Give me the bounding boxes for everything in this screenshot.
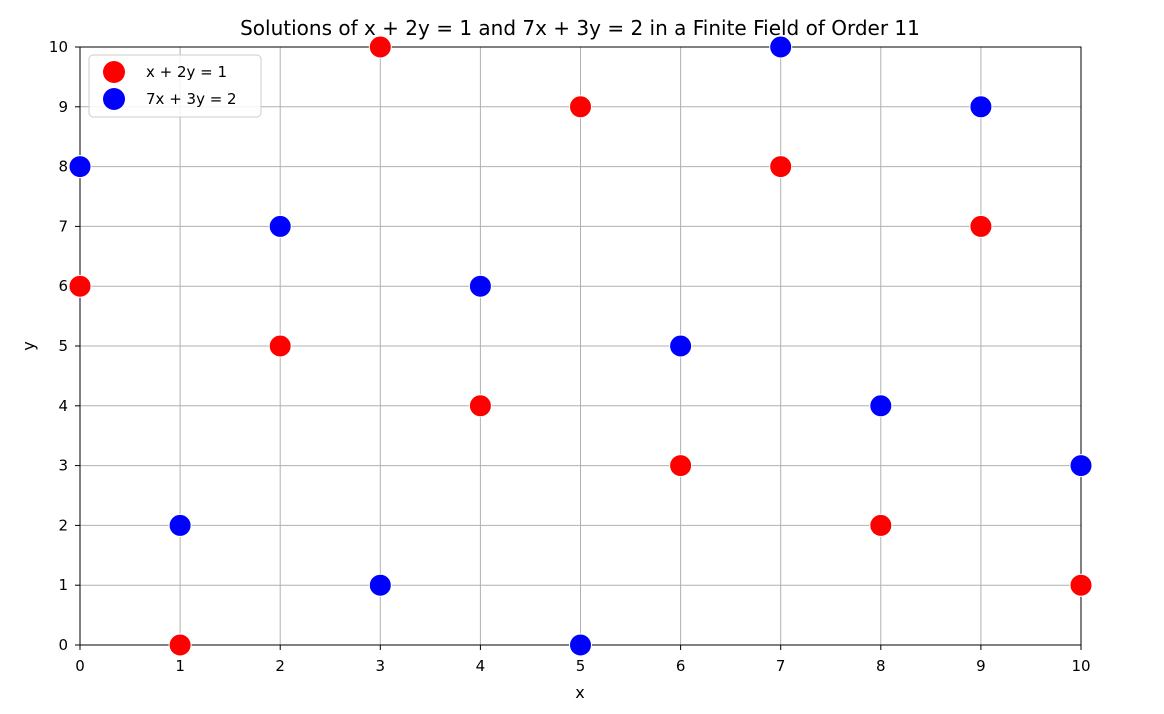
y-tick-label: 10 — [49, 38, 68, 56]
y-tick-label: 0 — [58, 636, 68, 654]
y-tick-label: 4 — [58, 397, 68, 415]
data-point-blue — [569, 633, 592, 657]
y-tick-label: 2 — [58, 516, 68, 534]
grid — [79, 46, 1082, 646]
y-tick-label: 7 — [58, 217, 68, 235]
x-tick-label: 0 — [75, 657, 85, 675]
data-point-blue — [68, 155, 92, 179]
data-point-blue — [869, 394, 893, 418]
data-point-blue — [168, 513, 192, 537]
data-points — [68, 35, 1093, 657]
data-point-red — [769, 155, 793, 179]
y-tick-label: 9 — [58, 98, 68, 116]
legend-marker-red — [103, 61, 125, 83]
y-tick-label: 8 — [58, 158, 68, 176]
x-tick-label: 4 — [476, 657, 486, 675]
data-point-red — [669, 454, 693, 478]
data-point-blue — [1069, 454, 1093, 478]
data-point-red — [68, 274, 92, 298]
x-tick-label: 1 — [175, 657, 185, 675]
x-tick-label: 2 — [275, 657, 285, 675]
x-axis-label: x — [575, 683, 584, 702]
legend-label-blue: 7x + 3y = 2 — [146, 90, 237, 108]
legend-box — [88, 54, 262, 118]
y-tick-label: 5 — [58, 337, 68, 355]
legend: x + 2y = 1 7x + 3y = 2 — [88, 54, 262, 118]
y-axis-label: y — [19, 341, 38, 350]
data-point-red — [368, 35, 392, 59]
data-point-blue — [368, 573, 392, 597]
legend-marker-blue — [103, 88, 125, 110]
data-point-red — [869, 513, 893, 537]
data-point-red — [969, 214, 993, 238]
data-point-blue — [669, 334, 693, 358]
data-point-red — [468, 394, 492, 418]
y-tick-label: 1 — [58, 576, 68, 594]
data-point-blue — [769, 35, 793, 59]
x-tick-label: 3 — [376, 657, 386, 675]
data-point-blue — [969, 95, 993, 119]
x-tick-label: 10 — [1071, 657, 1090, 675]
axis-ticks: 0 1 2 3 4 5 6 7 8 9 10 0 1 2 3 4 5 6 7 8 9 10 — [49, 38, 1091, 675]
data-point-red — [168, 633, 192, 657]
x-tick-label: 9 — [976, 657, 986, 675]
legend-label-red: x + 2y = 1 — [146, 63, 227, 81]
data-point-red — [1069, 573, 1093, 597]
y-tick-label: 6 — [58, 277, 68, 295]
x-tick-label: 8 — [876, 657, 886, 675]
x-tick-label: 5 — [576, 657, 586, 675]
y-tick-label: 3 — [58, 457, 68, 475]
data-point-red — [268, 334, 292, 358]
data-point-blue — [268, 214, 292, 238]
data-point-red — [569, 95, 592, 119]
x-tick-label: 7 — [776, 657, 786, 675]
data-point-blue — [468, 274, 492, 298]
chart-title: Solutions of x + 2y = 1 and 7x + 3y = 2 … — [240, 16, 920, 40]
x-tick-label: 6 — [676, 657, 686, 675]
